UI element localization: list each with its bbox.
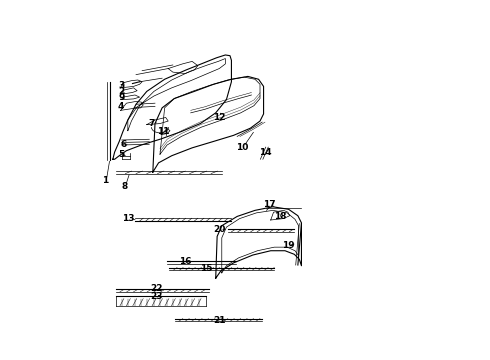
Text: 14: 14 bbox=[259, 148, 272, 157]
Text: 9: 9 bbox=[119, 93, 125, 102]
Text: 15: 15 bbox=[200, 264, 213, 273]
Text: 17: 17 bbox=[263, 200, 275, 209]
Text: 10: 10 bbox=[236, 143, 248, 152]
Text: 12: 12 bbox=[213, 113, 225, 122]
Text: 8: 8 bbox=[121, 182, 127, 191]
Text: 13: 13 bbox=[122, 214, 134, 223]
Text: 23: 23 bbox=[150, 292, 163, 301]
Text: 19: 19 bbox=[282, 240, 295, 249]
Text: 2: 2 bbox=[119, 87, 125, 96]
Text: 22: 22 bbox=[150, 284, 163, 293]
Text: 4: 4 bbox=[118, 102, 124, 111]
Text: 3: 3 bbox=[119, 81, 125, 90]
Text: 6: 6 bbox=[121, 140, 127, 149]
Text: 21: 21 bbox=[213, 315, 225, 324]
Text: 16: 16 bbox=[179, 257, 191, 266]
Text: 18: 18 bbox=[274, 212, 286, 221]
Text: 1: 1 bbox=[102, 176, 108, 185]
Text: 5: 5 bbox=[119, 150, 125, 159]
Text: 11: 11 bbox=[157, 127, 170, 136]
Text: 20: 20 bbox=[213, 225, 225, 234]
Text: 7: 7 bbox=[148, 119, 155, 128]
